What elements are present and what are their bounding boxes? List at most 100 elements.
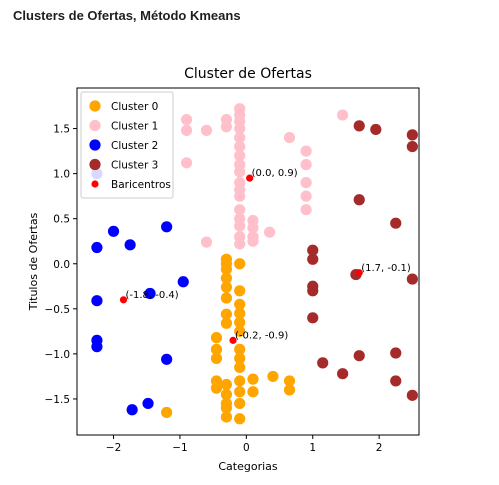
data-point-cluster-1 [234,140,246,153]
y-tick-label: 0.0 [53,259,70,271]
data-point-cluster-3 [390,347,402,359]
data-point-cluster-0 [283,384,296,396]
data-point-cluster-0 [210,343,223,355]
data-point-cluster-1 [234,220,246,232]
data-point-cluster-0 [234,316,246,328]
data-point-cluster-1 [180,113,193,126]
data-point-cluster-0 [234,343,246,355]
data-point-cluster-1 [234,131,246,144]
data-point-cluster-0 [220,281,233,293]
data-point-cluster-0 [220,411,233,423]
data-point-cluster-3 [353,350,365,362]
data-point-cluster-0 [234,375,246,387]
data-point-cluster-1 [200,124,213,136]
data-point-cluster-2 [142,397,154,410]
data-point-cluster-0 [220,378,233,391]
y-tick-label: −1.0 [45,349,71,361]
data-point-cluster-2 [144,287,156,300]
data-point-cluster-1 [337,109,349,121]
data-point-cluster-2 [126,404,138,416]
data-point-cluster-1 [200,236,213,248]
data-point-cluster-1 [234,166,246,178]
data-point-cluster-0 [234,285,246,297]
data-point-cluster-3 [307,244,319,256]
centroid-annotation: (1.7, -0.1) [361,263,411,274]
data-point-cluster-0 [247,386,259,398]
legend: Cluster 0 Cluster 1 Cluster 2 Cluster 3 Bari… [80,91,174,199]
data-point-cluster-1 [247,222,259,234]
data-point-cluster-1 [180,157,193,169]
data-point-cluster-0 [161,406,173,419]
y-tick-label: 1.5 [53,124,70,136]
legend-entry: Baricentros [111,179,171,191]
data-point-cluster-0 [220,308,233,320]
data-point-cluster-2 [161,221,173,233]
data-point-cluster-1 [234,204,246,216]
legend-marker [89,100,101,112]
data-point-cluster-0 [220,272,233,284]
data-point-cluster-1 [220,121,233,133]
data-point-cluster-0 [234,307,246,319]
data-point-cluster-1 [263,226,276,238]
data-point-cluster-0 [267,370,279,383]
data-point-cluster-0 [220,402,233,414]
x-tick-label: 0 [243,442,250,454]
data-point-cluster-2 [161,353,173,365]
data-point-cluster-0 [234,361,246,374]
data-point-cluster-1 [247,235,259,247]
legend-entry: Cluster 2 [111,140,158,152]
data-point-cluster-0 [234,325,246,337]
x-tick-label: −1 [172,442,187,454]
data-point-cluster-0 [220,317,233,329]
data-point-cluster-0 [247,373,259,385]
y-tick-label: −1.5 [45,394,71,406]
data-point-cluster-0 [234,386,246,398]
data-point-cluster-0 [234,413,246,425]
page-heading: Clusters de Ofertas, Método Kmeans [13,8,241,23]
legend-entry: Cluster 1 [111,121,158,133]
data-point-cluster-1 [300,177,312,189]
x-tick-label: −2 [106,442,121,454]
data-point-cluster-0 [220,253,233,265]
data-point-cluster-3 [406,140,418,153]
data-point-cluster-0 [234,397,246,410]
data-point-cluster-0 [234,258,246,270]
data-point-cluster-0 [234,352,246,364]
x-tick-label: 1 [309,442,316,454]
data-point-cluster-3 [406,273,418,285]
data-point-cluster-2 [107,225,120,237]
legend-marker [89,139,101,151]
data-point-cluster-3 [307,253,319,265]
data-point-cluster-3 [353,120,365,132]
y-tick-label: −0.5 [45,304,71,316]
annotations-layer: (0.0, 0.9) (-1.8, -0.4) (-0.2, -0.9) (1.7, … [125,168,410,341]
data-point-cluster-1 [300,190,312,202]
data-point-cluster-3 [317,357,329,369]
data-point-cluster-2 [91,241,103,254]
data-point-cluster-1 [283,131,296,144]
data-point-cluster-1 [180,124,193,136]
legend-box [80,91,174,199]
data-point-cluster-1 [234,190,246,202]
data-point-cluster-0 [210,332,223,344]
data-point-baricentros [119,296,128,304]
legend-marker [91,180,99,188]
data-point-cluster-3 [406,389,418,401]
centroid-annotation: (-0.2, -0.9) [235,330,288,341]
data-point-cluster-3 [353,194,365,206]
legend-marker [89,119,101,132]
data-point-baricentros [229,336,237,344]
points-layer [91,103,418,425]
data-point-cluster-0 [210,382,223,394]
centroid-annotation: (0.0, 0.9) [252,168,298,179]
data-point-cluster-1 [300,204,312,216]
data-point-cluster-3 [390,375,402,387]
data-point-cluster-3 [307,285,319,297]
data-point-cluster-1 [300,159,312,171]
data-point-cluster-0 [283,375,296,387]
legend-entry: Cluster 0 [111,101,158,113]
data-point-cluster-3 [370,123,382,136]
data-point-cluster-0 [220,292,233,304]
data-point-cluster-3 [337,368,349,380]
